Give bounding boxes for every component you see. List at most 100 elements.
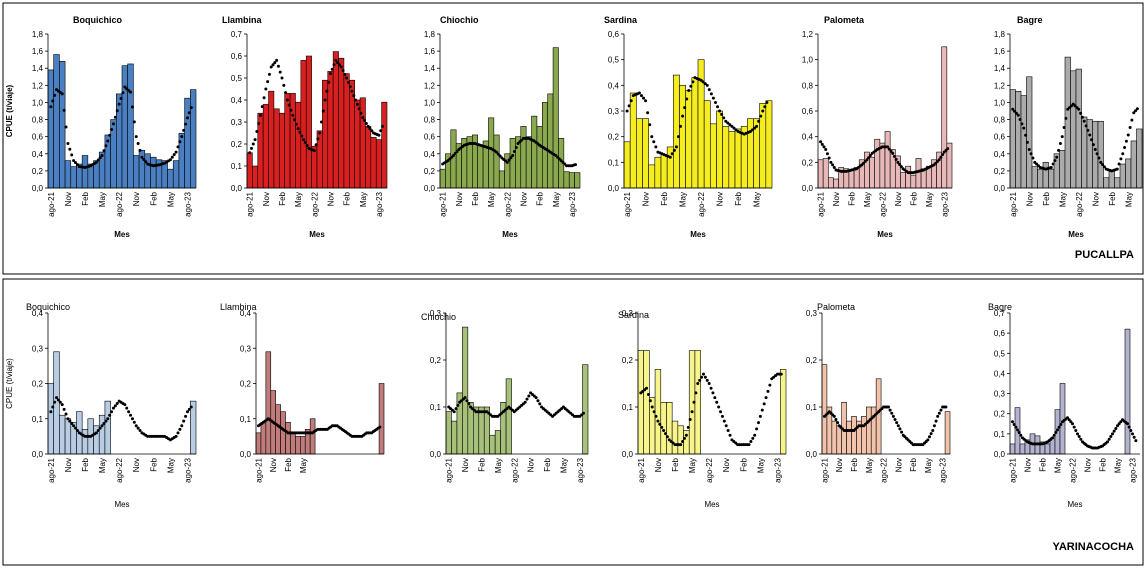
bar-llambina-yarinacocha — [309, 418, 316, 455]
trend-point-sardina-yarinacocha — [665, 435, 669, 439]
y-tick-label-llambina-pucallpa: 0,7 — [231, 30, 243, 39]
bar-llambina-pucallpa — [300, 60, 307, 189]
trend-point-sardina-yarinacocha — [690, 410, 694, 414]
trend-point-sardina-pucallpa — [761, 109, 765, 113]
trend-point-chiochio-yarinacocha — [454, 407, 458, 411]
trend-point-boquichico-yarinacocha — [68, 419, 72, 423]
trend-point-sardina-yarinacocha — [681, 439, 685, 443]
bar-palometa-pucallpa — [884, 131, 891, 189]
bar-sardina-pucallpa — [703, 100, 711, 189]
trend-point-boquichico-pucallpa — [115, 109, 119, 113]
trend-point-sardina-pucallpa — [757, 119, 761, 123]
bar-sardina-yarinacocha — [694, 350, 701, 455]
trend-point-bagre-pucallpa — [1051, 162, 1055, 166]
x-tick-label-sardina-yarinacocha: Nov — [654, 458, 663, 472]
trend-point-sardina-yarinacocha — [751, 436, 755, 440]
trend-point-llambina-pucallpa — [264, 87, 268, 91]
bar-bagre-pucallpa — [1042, 162, 1049, 189]
bar-sardina-yarinacocha — [780, 369, 787, 455]
trend-point-bagre-pucallpa — [1020, 122, 1024, 126]
chart-title-llambina-pucallpa: Llambina — [222, 15, 263, 25]
trend-point-boquichico-yarinacocha — [184, 414, 188, 418]
bar-chiochio-pucallpa — [574, 172, 581, 189]
trend-point-sardina-yarinacocha — [686, 425, 690, 429]
y-tick-label-bagre-pucallpa: 0,6 — [994, 133, 1006, 142]
trend-point-boquichico-pucallpa — [104, 144, 108, 148]
trend-point-boquichico-pucallpa — [102, 149, 106, 153]
bar-boquichico-pucallpa — [172, 160, 180, 189]
trend-point-bagre-pucallpa — [1095, 152, 1099, 156]
trend-point-bagre-yarinacocha — [1106, 440, 1109, 444]
bar-llambina-pucallpa — [332, 51, 339, 189]
x-tick-label-sardina-yarinacocha: Nov — [722, 458, 731, 472]
x-tick-label-palometa-yarinacocha: ago-22 — [880, 457, 889, 482]
y-tick-label-boquichico-pucallpa: 1,2 — [32, 81, 44, 90]
trend-point-sardina-yarinacocha — [654, 414, 658, 418]
trend-point-palometa-pucallpa — [946, 147, 950, 151]
bar-sardina-pucallpa — [734, 128, 742, 189]
trend-point-sardina-yarinacocha — [698, 378, 702, 382]
trend-point-palometa-yarinacocha — [900, 430, 904, 434]
x-tick-label-boquichico-pucallpa: Feb — [81, 191, 90, 205]
y-tick-label-chiochio-pucallpa: 0,0 — [424, 184, 436, 193]
bar-sardina-pucallpa — [673, 74, 680, 189]
trend-point-bagre-yarinacocha — [1074, 429, 1078, 432]
x-tick-label-sardina-pucallpa: Nov — [716, 192, 725, 206]
trend-point-bagre-pucallpa — [1115, 167, 1119, 171]
trend-point-boquichico-pucallpa — [51, 99, 55, 103]
bar-sardina-pucallpa — [722, 126, 730, 189]
bar-palometa-pucallpa — [910, 174, 917, 189]
trend-point-sardina-yarinacocha — [756, 421, 760, 425]
x-tick-label-bagre-yarinacocha: May — [1114, 458, 1123, 473]
trend-point-llambina-pucallpa — [334, 58, 338, 62]
bar-sardina-pucallpa — [642, 118, 649, 189]
trend-point-bagre-yarinacocha — [1067, 418, 1071, 422]
y-tick-label-llambina-pucallpa: 0,2 — [231, 140, 243, 149]
trend-point-boquichico-pucallpa — [106, 139, 110, 143]
y-tick-label-boquichico-yarinacocha: 0,0 — [32, 450, 44, 459]
x-tick-label-sardina-pucallpa: ago-22 — [697, 191, 706, 216]
bar-llambina-yarinacocha — [265, 351, 272, 455]
trend-point-llambina-pucallpa — [248, 151, 252, 155]
trend-point-llambina-pucallpa — [260, 105, 264, 109]
y-tick-label-sardina-yarinacocha: 0,0 — [622, 450, 634, 459]
bar-boquichico-pucallpa — [53, 54, 60, 189]
bar-bagre-pucallpa — [1103, 177, 1110, 189]
y-tick-label-boquichico-yarinacocha: 0,3 — [32, 344, 44, 353]
x-tick-label-boquichico-yarinacocha: Feb — [81, 457, 90, 471]
trend-point-llambina-pucallpa — [284, 91, 288, 95]
trend-point-llambina-pucallpa — [325, 89, 329, 93]
trend-point-sardina-pucallpa — [713, 100, 717, 104]
x-tick-label-chiochio-yarinacocha: May — [494, 458, 503, 473]
y-tick-label-bagre-yarinacocha: 0,6 — [994, 329, 1006, 338]
trend-point-sardina-pucallpa — [711, 96, 715, 100]
trend-point-sardina-yarinacocha — [711, 391, 715, 395]
trend-point-sardina-yarinacocha — [701, 372, 705, 376]
y-tick-label-boquichico-pucallpa: 0,2 — [32, 167, 44, 176]
bar-bagre-pucallpa — [1119, 163, 1126, 189]
bar-boquichico-yarinacocha — [104, 400, 111, 455]
trend-point-sardina-yarinacocha — [707, 382, 711, 385]
trend-point-boquichico-pucallpa — [62, 108, 66, 112]
y-tick-label-sardina-pucallpa: 0,5 — [608, 56, 620, 65]
trend-point-llambina-pucallpa — [354, 98, 358, 102]
trend-point-chiochio-pucallpa — [574, 163, 578, 167]
trend-point-llambina-pucallpa — [339, 65, 343, 69]
trend-point-boquichico-yarinacocha — [125, 406, 129, 410]
trend-point-llambina-yarinacocha — [378, 425, 382, 429]
trend-point-bagre-pucallpa — [1062, 126, 1066, 130]
bar-llambina-pucallpa — [354, 99, 361, 189]
trend-point-bagre-yarinacocha — [1127, 425, 1131, 429]
bar-chiochio-pucallpa — [542, 102, 548, 189]
bar-sardina-pucallpa — [648, 164, 656, 189]
trend-point-chiochio-pucallpa — [495, 150, 499, 154]
trend-point-bagre-yarinacocha — [1069, 420, 1073, 424]
x-tick-label-llambina-pucallpa: Feb — [278, 191, 287, 205]
trend-point-chiochio-yarinacocha — [465, 399, 469, 403]
trend-point-boquichico-pucallpa — [136, 142, 140, 146]
trend-point-sardina-pucallpa — [732, 126, 736, 130]
trend-point-palometa-pucallpa — [889, 149, 893, 153]
trend-point-bagre-pucallpa — [1126, 133, 1130, 137]
bar-bagre-pucallpa — [1053, 153, 1060, 189]
trend-point-sardina-pucallpa — [644, 99, 648, 103]
